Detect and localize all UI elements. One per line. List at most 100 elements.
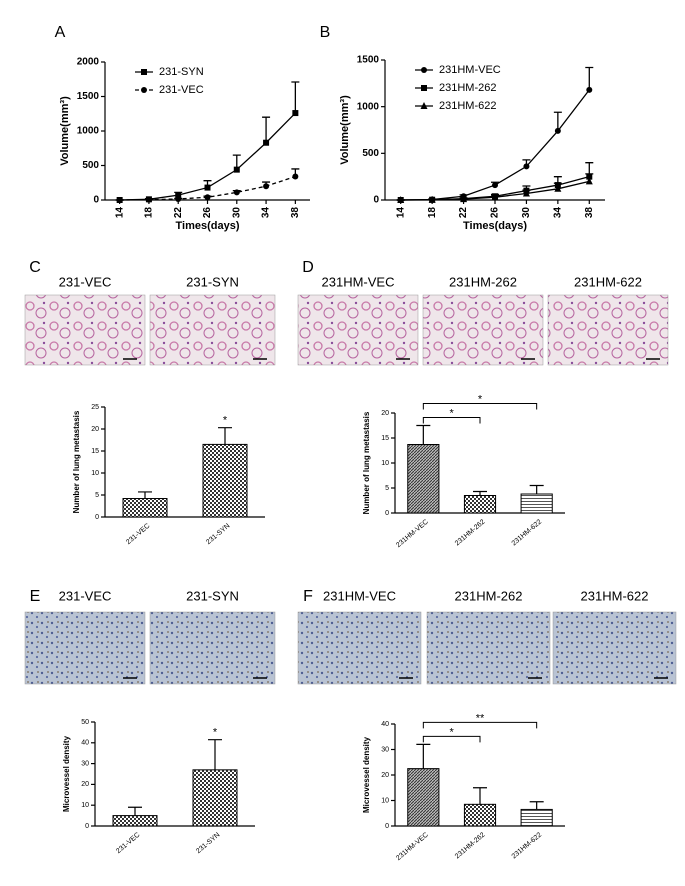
image-label: 231HM-262 xyxy=(449,274,517,289)
image-label: 231HM-622 xyxy=(581,588,649,603)
marker xyxy=(292,173,299,180)
y-tick-label: 1500 xyxy=(357,55,380,66)
x-tick-label: 231-VEC xyxy=(115,832,141,856)
marker xyxy=(116,197,123,203)
significance: * xyxy=(223,415,228,427)
x-tick-label: 14 xyxy=(114,207,125,219)
x-axis-title: Times(days) xyxy=(463,220,527,232)
panel-label: E xyxy=(30,588,41,605)
y-tick-label: 0 xyxy=(385,510,389,517)
x-tick-label: 30 xyxy=(521,207,532,219)
x-tick-label: 38 xyxy=(584,207,595,219)
marker xyxy=(397,196,405,203)
significance-bracket xyxy=(422,735,481,743)
y-tick-label: 10 xyxy=(381,460,389,467)
micrograph xyxy=(24,294,146,366)
marker xyxy=(491,193,499,201)
marker xyxy=(263,183,270,190)
panel-label: A xyxy=(55,24,66,41)
bar xyxy=(463,495,497,514)
marker xyxy=(554,127,561,134)
y-tick-label: 20 xyxy=(81,781,89,788)
micrograph xyxy=(297,611,422,685)
legend-marker xyxy=(420,102,428,109)
y-tick-label: 500 xyxy=(362,148,379,159)
bar xyxy=(112,815,158,827)
y-tick-label: 25 xyxy=(91,404,99,411)
bar xyxy=(192,769,238,827)
marker xyxy=(145,196,152,203)
marker xyxy=(233,166,240,173)
y-tick-label: 15 xyxy=(91,448,99,455)
bar xyxy=(520,808,553,827)
y-tick-label: 10 xyxy=(381,797,389,804)
y-tick-label: 0 xyxy=(95,514,99,521)
y-tick-label: 50 xyxy=(81,719,89,726)
panel-label: F xyxy=(303,588,313,605)
x-tick-label: 30 xyxy=(231,207,242,219)
x-tick-label: 231-VEC xyxy=(125,523,151,547)
x-tick-label: 34 xyxy=(552,207,563,219)
y-tick-label: 20 xyxy=(381,410,389,417)
significance: * xyxy=(450,726,455,738)
significance: * xyxy=(213,727,218,739)
legend-label: 231HM-262 xyxy=(439,82,496,94)
x-tick-label: 231HM-622 xyxy=(511,519,544,548)
legend-marker xyxy=(421,67,427,73)
micrograph xyxy=(149,294,276,366)
y-tick-label: 0 xyxy=(93,195,99,206)
legend-label: 231-VEC xyxy=(159,84,204,96)
image-label: 231HM-622 xyxy=(574,274,642,289)
error-bar xyxy=(416,424,431,445)
x-tick-label: 18 xyxy=(144,207,155,219)
bar xyxy=(122,498,168,518)
y-tick-label: 30 xyxy=(381,746,389,753)
legend-label: 231HM-VEC xyxy=(439,64,501,76)
y-axis-title: Microvessel density xyxy=(362,736,371,813)
marker xyxy=(554,184,562,192)
bar xyxy=(202,443,248,518)
significance-bracket xyxy=(422,417,481,424)
y-tick-label: 0 xyxy=(373,195,379,206)
x-tick-label: 231HM-262 xyxy=(454,832,487,861)
y-tick-label: 500 xyxy=(82,160,99,171)
x-axis-title: Times(days) xyxy=(176,220,240,232)
error-bar xyxy=(473,490,487,496)
x-tick-label: 231HM-VEC xyxy=(395,519,430,550)
marker xyxy=(292,110,299,117)
micrograph xyxy=(149,611,276,685)
x-tick-label: 38 xyxy=(290,207,301,219)
y-tick-label: 5 xyxy=(95,492,99,499)
marker xyxy=(233,189,240,196)
marker xyxy=(263,139,270,146)
micrograph xyxy=(426,611,551,685)
significance: ** xyxy=(476,712,485,724)
y-tick-label: 40 xyxy=(81,740,89,747)
bar xyxy=(407,444,440,514)
marker xyxy=(175,192,182,199)
significance: * xyxy=(478,393,483,405)
marker xyxy=(428,195,436,203)
micrograph xyxy=(547,294,669,366)
y-tick-label: 40 xyxy=(381,721,389,728)
panel-label: C xyxy=(29,259,41,276)
error-bar xyxy=(553,111,562,131)
y-axis-title: Volume(mm³) xyxy=(59,96,71,166)
marker xyxy=(523,163,530,170)
image-label: 231-SYN xyxy=(186,588,239,603)
y-tick-label: 5 xyxy=(385,485,389,492)
y-tick-label: 15 xyxy=(381,435,389,442)
marker xyxy=(204,184,211,191)
error-bar xyxy=(218,427,232,445)
marker xyxy=(586,86,593,93)
marker xyxy=(522,189,530,197)
bar xyxy=(463,803,497,827)
significance-bracket xyxy=(422,403,538,410)
y-tick-label: 1000 xyxy=(357,101,380,112)
error-bar xyxy=(585,66,594,90)
error-bar xyxy=(473,787,487,805)
y-tick-label: 1000 xyxy=(77,126,100,137)
marker xyxy=(585,177,593,185)
y-tick-label: 0 xyxy=(85,823,89,830)
y-axis-title: Number of lung metastasis xyxy=(362,411,371,514)
